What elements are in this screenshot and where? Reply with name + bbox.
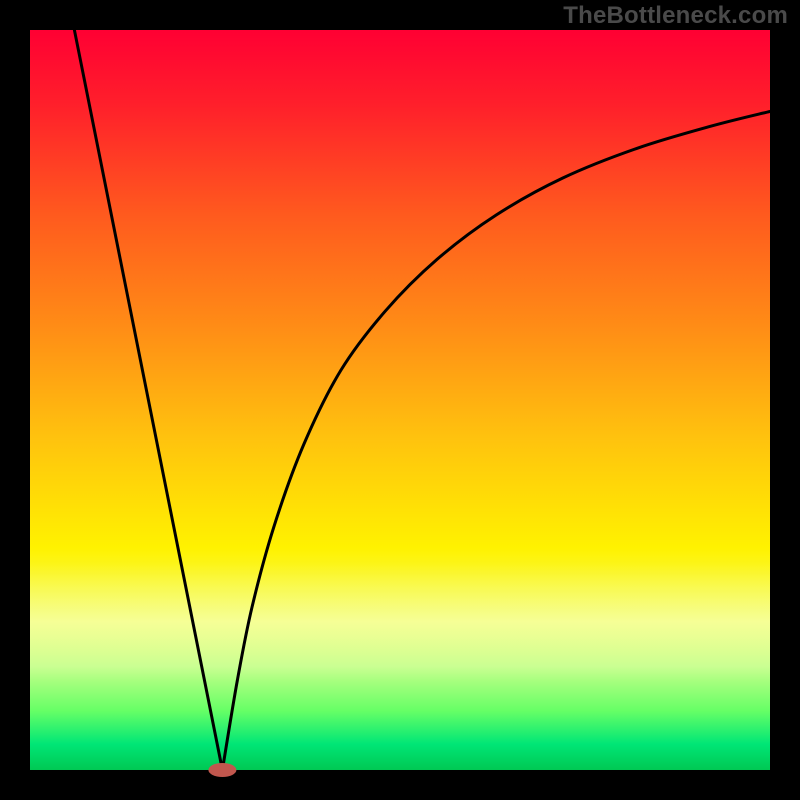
haze-band [30, 563, 770, 681]
watermark-text: TheBottleneck.com [563, 2, 788, 30]
minimum-marker [208, 763, 236, 777]
bottleneck-chart [0, 0, 800, 800]
